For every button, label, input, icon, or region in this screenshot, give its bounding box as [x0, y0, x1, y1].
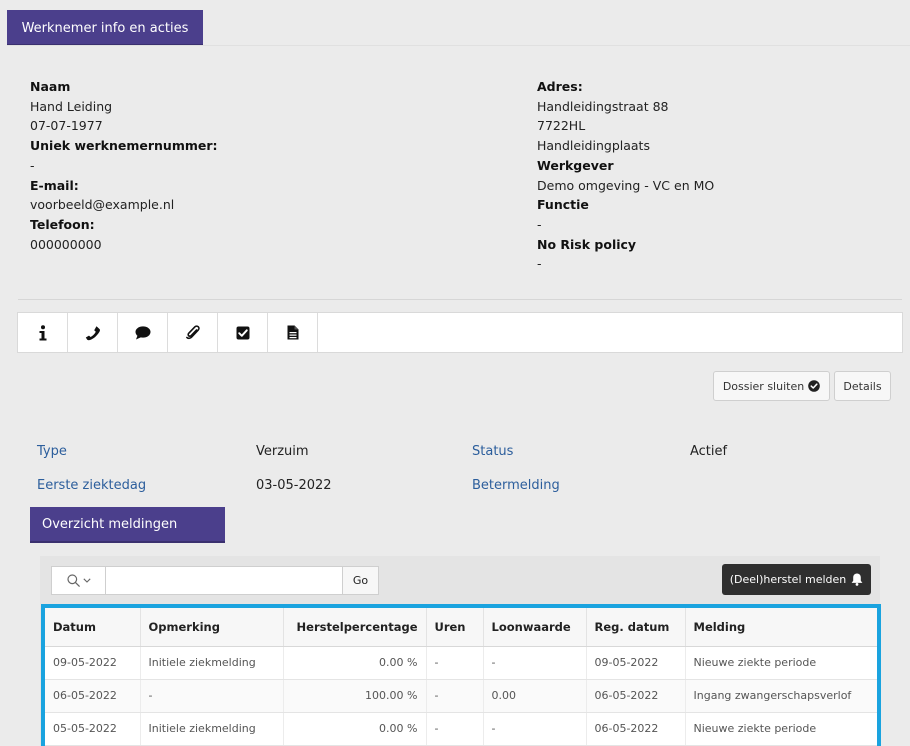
tab-tasks[interactable]	[218, 313, 268, 352]
norisk-value: -	[537, 256, 542, 272]
cell-hours: -	[426, 679, 484, 713]
status-value: Actief	[690, 444, 728, 459]
chevron-down-icon	[82, 578, 91, 583]
first-sick-day-value: 03-05-2022	[256, 478, 332, 493]
tab-info[interactable]	[18, 313, 68, 352]
employee-birthdate: 07-07-1977	[30, 118, 103, 134]
cell-recovery-percentage: 0.00 %	[283, 712, 427, 746]
employee-info-left: Naam Hand Leiding 07-07-1977 Uniek werkn…	[30, 77, 218, 254]
address-city: Handleidingplaats	[537, 138, 650, 154]
cell-recovery-percentage: 100.00 %	[283, 679, 427, 713]
cell-reg-date: 09-05-2022	[586, 646, 686, 680]
employee-info-right: Adres: Handleidingstraat 88 7722HL Handl…	[537, 77, 714, 274]
phone-icon	[85, 325, 100, 340]
column-header-recovery-percentage[interactable]: Herstelpercentage	[283, 608, 427, 647]
type-value: Verzuim	[256, 444, 309, 459]
cell-date: 06-05-2022	[45, 679, 141, 713]
address-label: Adres:	[537, 79, 583, 94]
address-postcode: 7722HL	[537, 118, 586, 134]
section-divider	[18, 299, 902, 300]
tab-notifications-overview[interactable]: Overzicht meldingen	[30, 507, 225, 543]
tab-attachments[interactable]	[168, 313, 218, 352]
cell-date: 09-05-2022	[45, 646, 141, 680]
address-street: Handleidingstraat 88	[537, 98, 669, 114]
search-input[interactable]	[106, 567, 342, 594]
search-bar: Go	[51, 566, 379, 595]
column-header-notification[interactable]: Melding	[685, 608, 877, 647]
type-label: Type	[37, 444, 67, 459]
tab-documents[interactable]	[268, 313, 318, 352]
cell-reg-date: 06-05-2022	[586, 679, 686, 713]
notifications-table-container: Datum Opmerking Herstelpercentage Uren L…	[41, 604, 881, 746]
cell-date: 05-05-2022	[45, 712, 141, 746]
close-dossier-button[interactable]: Dossier sluiten	[713, 371, 830, 401]
employer-value: Demo omgeving - VC en MO	[537, 177, 715, 193]
employee-email: voorbeeld@example.nl	[30, 197, 175, 213]
cell-wage-value: -	[483, 646, 587, 680]
cell-hours: -	[426, 646, 484, 680]
phone-label: Telefoon:	[30, 216, 95, 232]
employee-number-label: Uniek werknemernummer:	[30, 138, 218, 154]
go-button[interactable]: Go	[342, 567, 378, 594]
report-recovery-label: (Deel)herstel melden	[729, 573, 847, 586]
norisk-label: No Risk policy	[537, 236, 637, 252]
bell-icon	[851, 573, 863, 586]
table-row[interactable]: 06-05-2022 - 100.00 % - 0.00 06-05-2022 …	[45, 679, 877, 713]
cell-notification: Ingang zwangerschapsverlof	[685, 679, 877, 713]
column-header-reg-date[interactable]: Reg. datum	[586, 608, 686, 647]
employee-number: -	[30, 157, 35, 173]
cell-remark: -	[140, 679, 284, 713]
cell-notification: Nieuwe ziekte periode	[685, 712, 877, 746]
tab-employee-info[interactable]: Werknemer info en acties	[7, 10, 203, 46]
cell-reg-date: 06-05-2022	[586, 712, 686, 746]
function-label: Functie	[537, 197, 589, 213]
table-header-row: Datum Opmerking Herstelpercentage Uren L…	[45, 608, 877, 647]
first-sick-day-label: Eerste ziektedag	[37, 478, 147, 493]
notifications-table: Datum Opmerking Herstelpercentage Uren L…	[45, 608, 877, 746]
column-header-wage-value[interactable]: Loonwaarde	[483, 608, 587, 647]
email-label: E-mail:	[30, 177, 79, 193]
search-icon	[66, 574, 80, 587]
cell-wage-value: 0.00	[483, 679, 587, 713]
report-recovery-button[interactable]: (Deel)herstel melden	[722, 564, 871, 595]
cell-notification: Nieuwe ziekte periode	[685, 646, 877, 680]
cell-hours: -	[426, 712, 484, 746]
check-circle-icon	[808, 380, 820, 392]
cell-recovery-percentage: 0.00 %	[283, 646, 427, 680]
tab-comments[interactable]	[118, 313, 168, 352]
table-row[interactable]: 05-05-2022 Initiele ziekmelding 0.00 % -…	[45, 712, 877, 746]
info-icon	[39, 324, 46, 340]
header-divider	[7, 45, 910, 46]
status-label: Status	[472, 444, 514, 459]
details-label: Details	[843, 379, 882, 393]
employee-name: Hand Leiding	[30, 98, 113, 114]
function-value: -	[537, 216, 542, 232]
column-header-hours[interactable]: Uren	[426, 608, 484, 647]
name-label: Naam	[30, 79, 71, 94]
document-icon	[287, 325, 298, 340]
table-row[interactable]: 09-05-2022 Initiele ziekmelding 0.00 % -…	[45, 646, 877, 680]
column-header-remark[interactable]: Opmerking	[140, 608, 284, 647]
cell-wage-value: -	[483, 712, 587, 746]
cell-remark: Initiele ziekmelding	[140, 712, 284, 746]
close-dossier-label: Dossier sluiten	[722, 379, 805, 393]
cell-remark: Initiele ziekmelding	[140, 646, 284, 680]
dossier-toolbar	[17, 312, 903, 353]
comment-icon	[135, 325, 150, 339]
employee-phone: 000000000	[30, 236, 102, 252]
recovery-label: Betermelding	[472, 478, 560, 493]
search-column-dropdown[interactable]	[52, 567, 106, 594]
paperclip-icon	[185, 324, 200, 339]
details-button[interactable]: Details	[834, 371, 891, 401]
column-header-date[interactable]: Datum	[45, 608, 141, 647]
checkbox-icon	[236, 326, 249, 339]
tab-phone[interactable]	[68, 313, 118, 352]
employer-label: Werkgever	[537, 157, 614, 173]
